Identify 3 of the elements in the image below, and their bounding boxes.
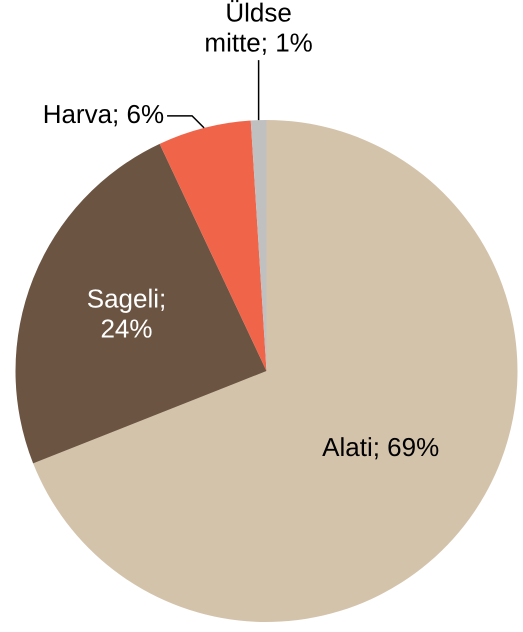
slice-label: Alati; 69% xyxy=(322,432,440,462)
slice-label: Harva; 6% xyxy=(42,99,164,130)
slice-label: Sageli; 24% xyxy=(86,284,166,344)
